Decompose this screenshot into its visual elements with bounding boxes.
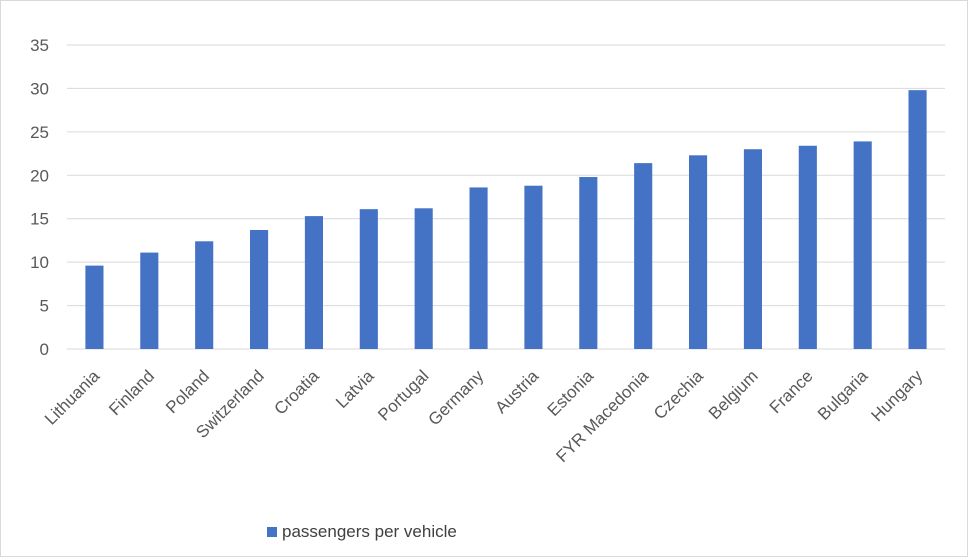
x-tick-label: Finland: [105, 366, 158, 419]
y-tick-label: 15: [30, 210, 49, 229]
y-tick-label: 30: [30, 79, 49, 98]
bar-finland: [140, 252, 159, 349]
x-tick-label: Estonia: [544, 366, 598, 420]
x-tick-label: Germany: [425, 366, 488, 429]
bar-portugal: [414, 208, 433, 349]
gridlines: [67, 44, 945, 350]
y-tick-label: 35: [30, 36, 49, 55]
bar-estonia: [579, 177, 598, 349]
x-tick-label: Bulgaria: [814, 366, 872, 424]
bar-bulgaria: [853, 141, 872, 349]
bar-france: [798, 145, 817, 349]
x-tick-label: Latvia: [332, 366, 378, 412]
bar-hungary: [908, 90, 927, 349]
y-tick-label: 10: [30, 253, 49, 272]
x-tick-label: France: [766, 366, 817, 417]
bar-fyr-macedonia: [634, 163, 653, 349]
y-tick-label: 5: [40, 297, 49, 316]
bars: [85, 90, 927, 349]
bar-czechia: [689, 155, 708, 349]
bar-latvia: [359, 209, 378, 349]
x-tick-label: Belgium: [705, 366, 762, 423]
x-tick-label: Poland: [162, 366, 213, 417]
x-tick-label: FYR Macedonia: [552, 366, 652, 466]
x-tick-label: Lithuania: [41, 366, 104, 429]
bar-germany: [469, 187, 488, 349]
bar-switzerland: [250, 230, 269, 349]
bar-lithuania: [85, 265, 104, 349]
legend-label: passengers per vehicle: [282, 522, 457, 541]
x-tick-label: Austria: [491, 366, 542, 417]
bar-croatia: [304, 216, 323, 349]
legend: passengers per vehicle: [267, 522, 457, 542]
y-tick-label: 20: [30, 166, 49, 185]
y-tick-label: 25: [30, 123, 49, 142]
y-tick-label: 0: [40, 340, 49, 359]
bar-austria: [524, 185, 543, 349]
x-tick-label: Czechia: [650, 366, 707, 423]
y-axis-ticks: 0 5 10 15 20 25 30 35: [30, 36, 49, 359]
x-tick-label: Croatia: [271, 366, 324, 419]
bar-belgium: [743, 149, 762, 349]
legend-swatch: [267, 527, 277, 537]
x-tick-label: Hungary: [868, 366, 927, 425]
bar-poland: [195, 241, 214, 349]
